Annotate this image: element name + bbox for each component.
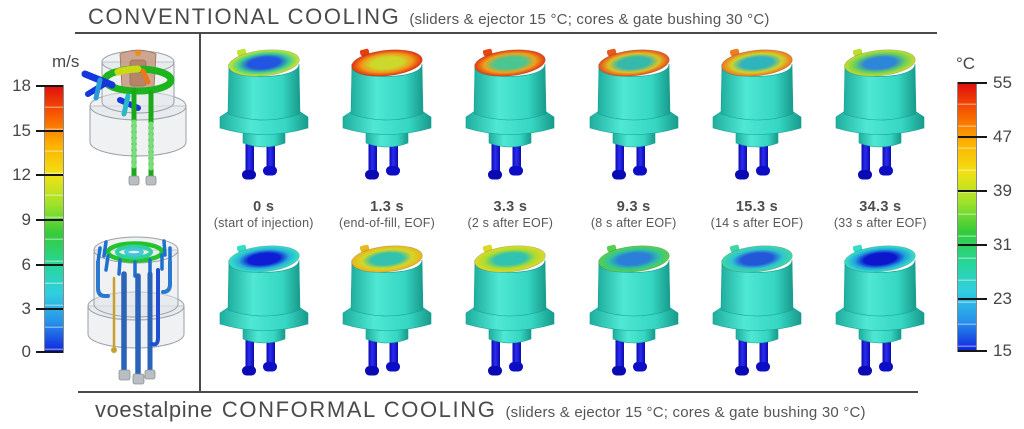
conventional-cooling-channels-render — [81, 49, 187, 186]
conventional-results-row — [202, 42, 942, 194]
part-thermal-render-conventional-0s — [214, 42, 314, 192]
time-label: 1.3 s (end-of-fill, EOF) — [339, 199, 435, 231]
part-thermal-render-conformal-3-3s — [460, 238, 560, 388]
time-label: 15.3 s (14 s after EOF) — [710, 199, 804, 231]
conformal-results-row — [202, 238, 942, 390]
part-thermal-render-conventional-15-3s — [707, 42, 807, 192]
time-label: 34.3 s (33 s after EOF) — [833, 199, 927, 231]
time-label: 3.3 s (2 s after EOF) — [467, 199, 554, 231]
timeline-labels: 0 s (start of injection) 1.3 s (end-of-fil… — [202, 198, 942, 236]
conformal-title-conditions: (sliders & ejector 15 °C; cores & gate b… — [505, 404, 866, 421]
part-thermal-render-conformal-34-3s — [830, 238, 930, 388]
part-thermal-render-conformal-9-3s — [584, 238, 684, 388]
vertical-divider-line — [199, 32, 201, 393]
part-thermal-render-conventional-3-3s — [460, 42, 560, 192]
bottom-divider-line — [78, 391, 918, 393]
time-label: 9.3 s (8 s after EOF) — [590, 199, 677, 231]
part-thermal-render-conventional-34-3s — [830, 42, 930, 192]
temperature-colorbar-gradient — [958, 83, 976, 351]
part-thermal-render-conventional-1-3s — [337, 42, 437, 192]
part-thermal-render-conformal-0s — [214, 238, 314, 388]
conformal-cooling-title: voestalpine CONFORMAL COOLING (sliders &… — [95, 397, 866, 423]
conventional-title-conditions: (sliders & ejector 15 °C; cores & gate b… — [409, 11, 770, 28]
conventional-title-text: CONVENTIONAL COOLING — [88, 4, 401, 29]
conformal-cooling-channels-render — [87, 236, 185, 385]
conventional-cooling-title: CONVENTIONAL COOLING (sliders & ejector … — [88, 4, 770, 30]
part-thermal-render-conformal-15-3s — [707, 238, 807, 388]
part-thermal-render-conventional-9-3s — [584, 42, 684, 192]
velocity-colorbar: 18 15 12 9 6 3 0 — [12, 76, 64, 361]
part-thermal-render-conformal-1-3s — [337, 238, 437, 388]
time-label: 0 s (start of injection) — [213, 199, 314, 231]
velocity-scale-unit: m/s — [52, 52, 80, 71]
temperature-scale-unit: °C — [956, 54, 976, 73]
conformal-title-text: CONFORMAL COOLING — [221, 397, 497, 422]
temperature-colorbar: 55 47 39 31 23 15 — [957, 73, 1012, 360]
top-divider-line — [75, 32, 937, 34]
voestalpine-brand-text: voestalpine — [95, 397, 213, 422]
